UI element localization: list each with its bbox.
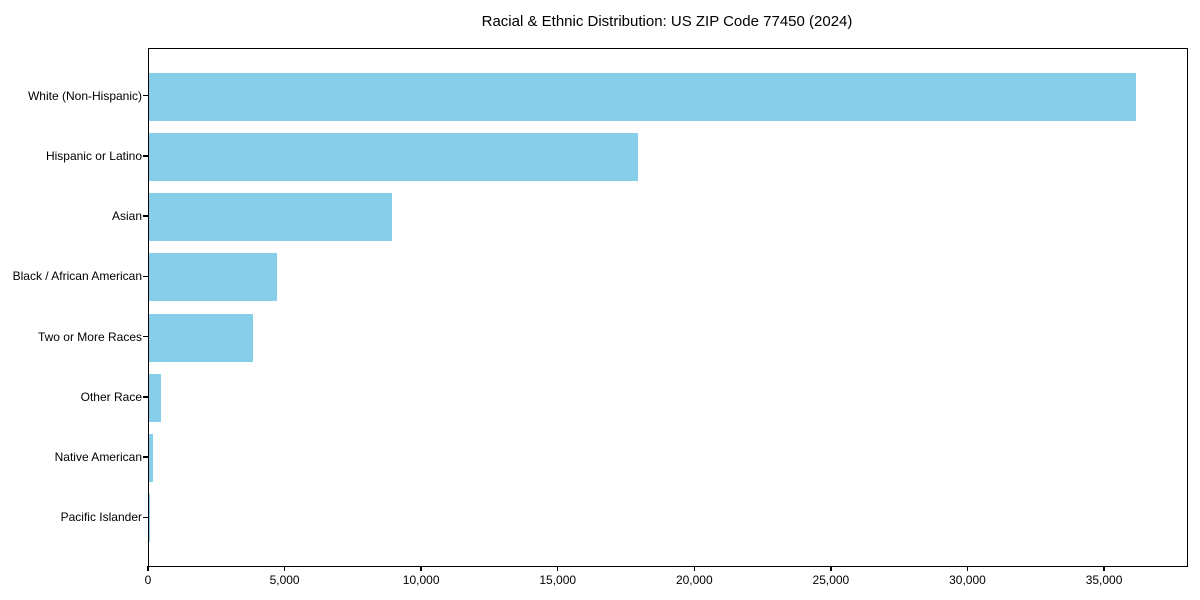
- y-tick-other-race: [143, 396, 148, 398]
- y-tick-label-hispanic-or-latino: Hispanic or Latino: [45, 148, 142, 163]
- bar-white-non-hispanic: [149, 72, 1137, 121]
- y-tick-white-non-hispanic: [143, 94, 148, 97]
- bar-hispanic-or-latino: [149, 132, 638, 181]
- x-tick-label-10000: 10,000: [402, 573, 440, 587]
- bar-two-or-more-races: [149, 313, 253, 362]
- y-tick-label-asian: Asian: [111, 209, 142, 224]
- bar-pacific-islander: [149, 494, 150, 543]
- y-tick-two-or-more-races: [143, 335, 148, 338]
- x-tick-25000: [830, 566, 832, 572]
- y-tick-hispanic-or-latino: [143, 155, 148, 157]
- plot-area: [148, 48, 1188, 567]
- y-tick-label-pacific-islander: Pacific Islander: [60, 510, 142, 525]
- y-tick-label-native-american: Native American: [54, 450, 142, 465]
- y-tick-label-two-or-more-races: Two or More Races: [37, 329, 142, 344]
- x-tick-15000: [557, 566, 559, 572]
- bar-asian: [149, 193, 393, 242]
- bar-other-race: [149, 373, 162, 422]
- y-tick-label-black-african-american: Black / African American: [12, 269, 142, 284]
- x-tick-35000: [1103, 566, 1105, 572]
- x-tick-5000: [283, 566, 286, 572]
- y-tick-label-white-non-hispanic: White (Non-Hispanic): [27, 88, 142, 103]
- x-tick-label-5000: 5,000: [269, 573, 300, 587]
- x-tick-label-0: 0: [144, 573, 152, 587]
- x-tick-30000: [966, 566, 969, 572]
- chart-title: Racial & Ethnic Distribution: US ZIP Cod…: [481, 13, 853, 30]
- x-tick-label-25000: 25,000: [812, 573, 850, 587]
- x-tick-label-20000: 20,000: [675, 573, 713, 587]
- y-tick-pacific-islander: [143, 516, 148, 519]
- y-tick-label-other-race: Other Race: [80, 389, 142, 404]
- y-tick-black-african-american: [143, 275, 148, 278]
- x-tick-label-15000: 15,000: [539, 573, 577, 587]
- x-tick-0: [147, 566, 149, 572]
- bar-native-american: [149, 434, 154, 483]
- y-tick-asian: [143, 215, 148, 217]
- x-tick-10000: [420, 566, 422, 572]
- x-tick-label-30000: 30,000: [949, 573, 986, 587]
- bar-black-african-american: [149, 253, 278, 302]
- y-tick-native-american: [143, 456, 148, 458]
- x-tick-label-35000: 35,000: [1085, 573, 1123, 587]
- x-tick-20000: [693, 566, 695, 572]
